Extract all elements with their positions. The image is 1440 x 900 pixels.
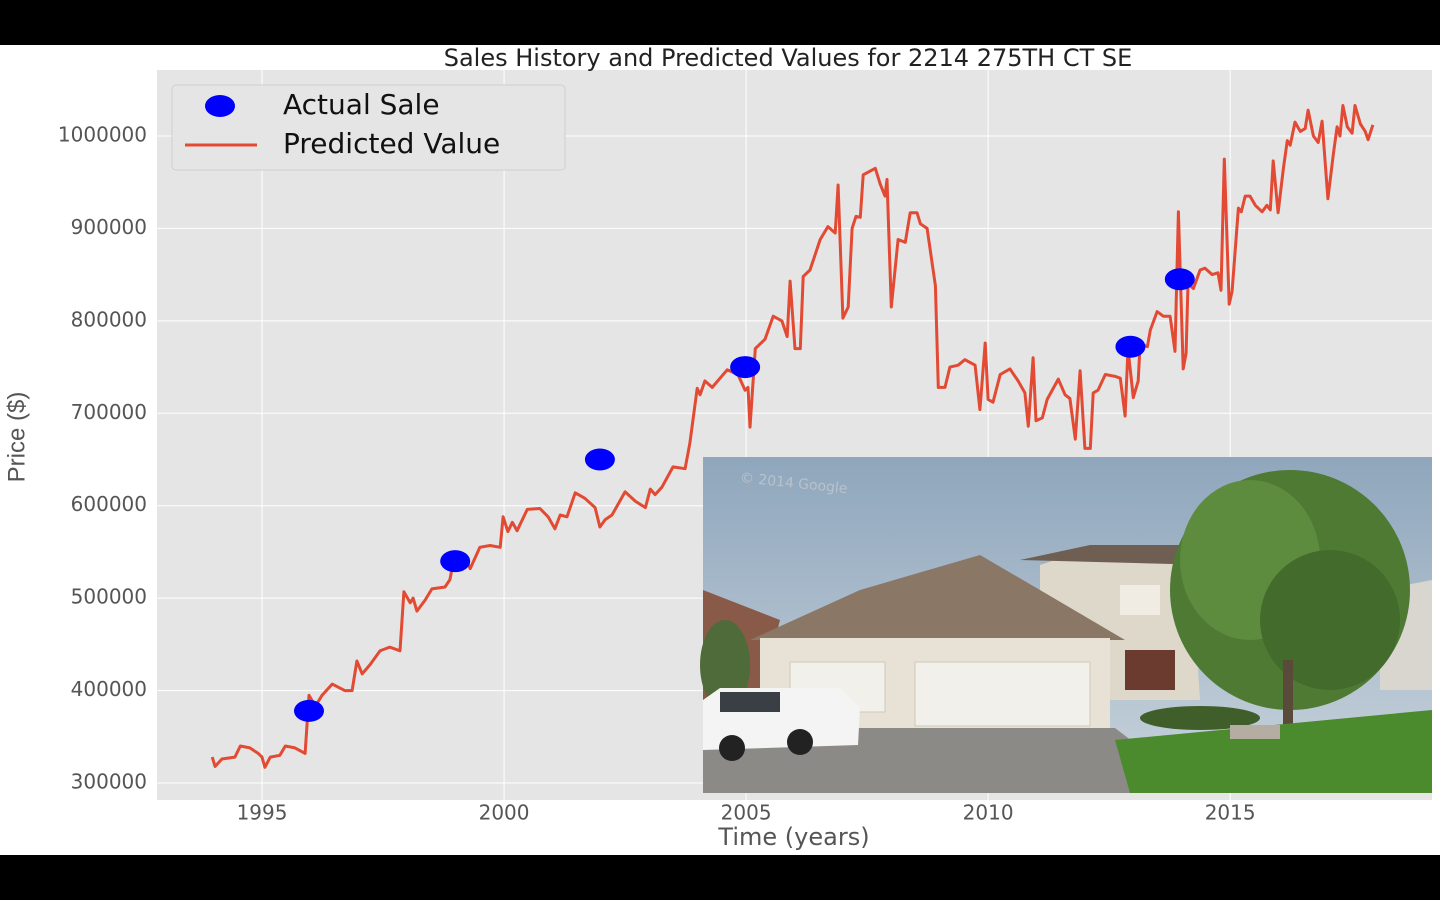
- x-tick-label: 2015: [1205, 801, 1256, 825]
- y-tick-label: 500000: [71, 585, 147, 609]
- y-tick-label: 400000: [71, 677, 147, 701]
- legend-marker: [205, 95, 235, 117]
- x-tick-label: 2000: [479, 801, 530, 825]
- y-tick-label: 1000000: [58, 122, 147, 146]
- marks: [210, 104, 1375, 769]
- x-tick-label: 2005: [721, 801, 772, 825]
- inset-photo: © 2014 Google: [700, 457, 1432, 793]
- sale-marker: [730, 356, 761, 379]
- y-tick-label: 300000: [71, 769, 147, 793]
- chart-title: Sales History and Predicted Values for 2…: [444, 44, 1133, 72]
- legend: Actual Sale Predicted Value: [171, 84, 566, 171]
- y-tick-label: 700000: [71, 400, 147, 424]
- sale-marker: [1164, 268, 1195, 291]
- predicted-line: [210, 104, 1375, 769]
- axes: 1995 2000 2005 2010 2015 300000 400000 500000 60…: [58, 122, 1256, 824]
- legend-box: [171, 84, 566, 171]
- sale-marker: [293, 699, 324, 722]
- y-axis-label: Price ($): [3, 392, 30, 483]
- y-tick-label: 900000: [71, 215, 147, 239]
- sale-marker: [1115, 335, 1146, 358]
- x-tick-label: 2010: [963, 801, 1014, 825]
- y-tick-label: 800000: [71, 307, 147, 331]
- legend-label: Actual Sale: [283, 88, 440, 121]
- y-tick-label: 600000: [71, 492, 147, 516]
- sale-marker: [584, 448, 615, 471]
- x-axis-label: Time (years): [717, 823, 869, 851]
- legend-label: Predicted Value: [283, 127, 500, 160]
- x-tick-label: 1995: [237, 801, 288, 825]
- sale-marker: [440, 550, 471, 573]
